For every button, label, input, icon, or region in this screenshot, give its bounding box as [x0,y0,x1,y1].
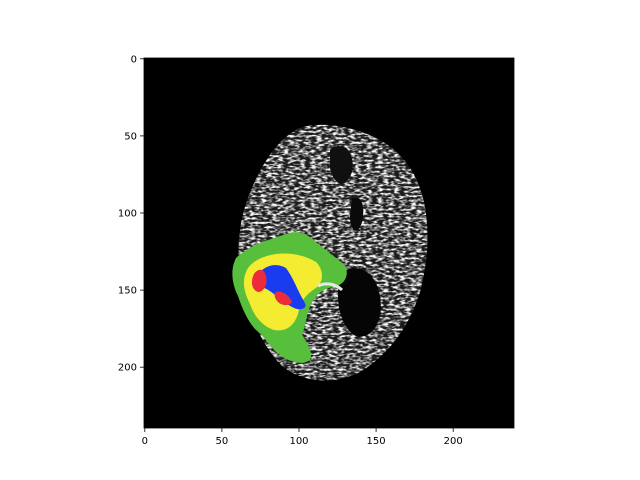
y-tick: 0 [131,54,144,65]
x-tick: 150 [367,428,386,447]
y-tick-label: 150 [118,286,137,297]
x-tick: 50 [216,428,229,447]
x-tick-label: 100 [289,436,308,447]
x-tick-label: 150 [367,436,386,447]
brain-slice [238,124,428,381]
image-area [144,58,514,428]
y-tick: 100 [118,209,144,220]
x-tick: 200 [444,428,463,447]
y-tick: 150 [118,286,144,297]
y-tick-label: 200 [118,363,137,374]
x-tick-label: 200 [444,436,463,447]
x-tick: 0 [142,428,148,447]
axes-frame [143,57,515,429]
y-tick: 200 [118,363,144,374]
x-tick-label: 50 [216,436,229,447]
core-region [257,265,306,310]
tumor-rim [317,282,344,292]
y-tick-label: 0 [131,54,137,65]
y-tick-label: 50 [124,131,137,142]
necrosis-region-2 [274,291,292,305]
x-axis: 0 50 100 150 200 [142,428,463,447]
necrosis-region [251,269,267,292]
y-axis: 0 50 100 150 200 [118,54,144,374]
y-tick-label: 100 [118,209,137,220]
x-tick: 100 [289,428,309,447]
y-tick: 50 [124,131,144,142]
x-tick-label: 0 [142,436,148,447]
